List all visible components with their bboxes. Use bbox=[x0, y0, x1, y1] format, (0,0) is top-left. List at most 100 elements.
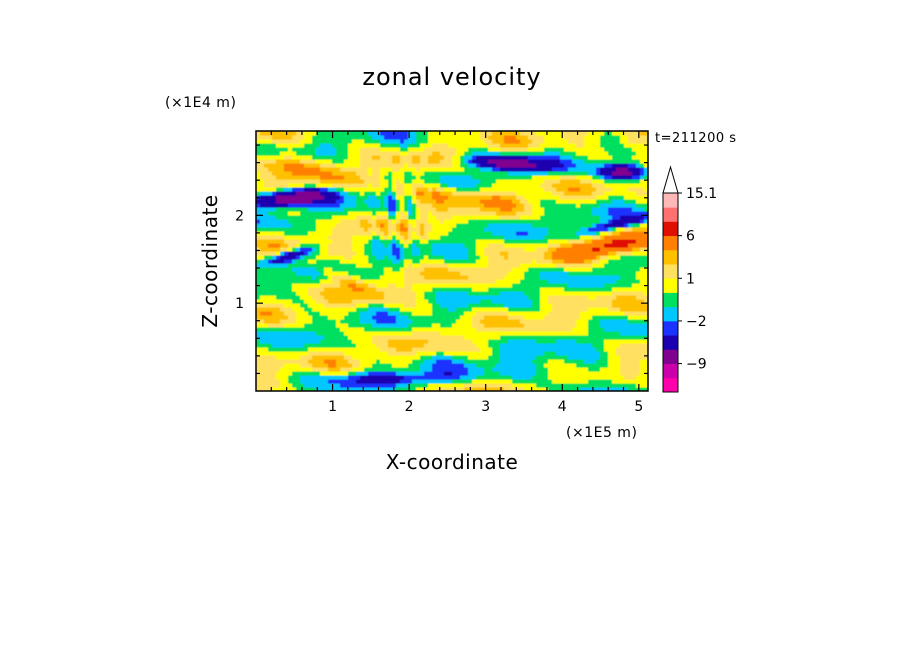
field-cell bbox=[540, 295, 549, 300]
field-cell bbox=[488, 223, 533, 228]
field-cell bbox=[256, 347, 269, 352]
field-cell bbox=[268, 243, 281, 248]
field-cell bbox=[488, 339, 509, 344]
field-cell bbox=[340, 283, 349, 288]
field-cell bbox=[632, 223, 641, 228]
field-cell bbox=[592, 235, 601, 240]
field-cell bbox=[324, 335, 349, 340]
field-cell bbox=[536, 355, 569, 360]
field-cell bbox=[640, 363, 648, 368]
field-cell bbox=[384, 175, 393, 180]
field-cell bbox=[300, 139, 313, 144]
colorbar-label: 6 bbox=[686, 229, 695, 245]
field-cell bbox=[416, 223, 421, 228]
field-cell bbox=[420, 247, 433, 252]
field-cell bbox=[432, 303, 441, 308]
field-cell bbox=[636, 199, 648, 204]
field-cell bbox=[452, 155, 461, 160]
field-cell bbox=[344, 175, 361, 180]
field-cell bbox=[540, 299, 549, 304]
field-cell bbox=[368, 307, 389, 312]
field-cell bbox=[432, 195, 449, 200]
field-cell bbox=[624, 199, 637, 204]
field-cell bbox=[300, 159, 317, 164]
field-cell bbox=[384, 199, 389, 204]
field-cell bbox=[308, 287, 325, 292]
field-cell bbox=[256, 179, 265, 184]
field-cell bbox=[392, 183, 397, 188]
field-cell bbox=[276, 159, 301, 164]
field-cell bbox=[264, 179, 321, 184]
field-cell bbox=[608, 259, 648, 264]
field-cell bbox=[448, 307, 457, 312]
field-cell bbox=[308, 303, 325, 308]
field-cell bbox=[388, 207, 397, 212]
field-cell bbox=[604, 327, 648, 332]
field-cell bbox=[476, 327, 573, 332]
field-cell bbox=[596, 223, 605, 228]
field-cell bbox=[408, 199, 413, 204]
field-cell bbox=[564, 147, 605, 152]
field-cell bbox=[400, 311, 413, 316]
field-cell bbox=[256, 351, 309, 356]
field-cell bbox=[296, 255, 301, 260]
field-cell bbox=[440, 179, 481, 184]
field-cell bbox=[376, 359, 381, 364]
field-cell bbox=[564, 163, 577, 168]
field-cell bbox=[332, 231, 373, 236]
field-cell bbox=[596, 171, 601, 176]
field-cell bbox=[300, 211, 349, 216]
field-cell bbox=[288, 243, 297, 248]
field-cell bbox=[400, 235, 405, 240]
field-cell bbox=[284, 239, 301, 244]
field-cell bbox=[356, 215, 373, 220]
field-cell bbox=[420, 143, 433, 148]
field-cell bbox=[352, 355, 421, 360]
field-cell bbox=[464, 359, 501, 364]
field-cell bbox=[540, 303, 553, 308]
field-cell bbox=[476, 155, 529, 160]
field-cell bbox=[624, 143, 648, 148]
field-cell bbox=[372, 231, 377, 236]
field-cell bbox=[632, 207, 645, 212]
field-cell bbox=[420, 207, 437, 212]
field-cell bbox=[524, 323, 577, 328]
field-cell bbox=[256, 187, 277, 192]
field-cell bbox=[536, 131, 565, 136]
field-cell bbox=[616, 347, 648, 352]
field-cell bbox=[368, 171, 373, 176]
field-cell bbox=[348, 151, 361, 156]
field-cell bbox=[256, 251, 277, 256]
field-cell bbox=[524, 203, 533, 208]
field-cell bbox=[312, 307, 357, 312]
field-cell bbox=[428, 135, 481, 140]
field-cell bbox=[356, 195, 369, 200]
field-cell bbox=[636, 295, 648, 300]
field-cell bbox=[600, 219, 609, 224]
field-cell bbox=[600, 171, 613, 176]
field-cell bbox=[640, 179, 648, 184]
field-cell bbox=[388, 219, 393, 224]
field-cell bbox=[520, 279, 549, 284]
field-cell bbox=[604, 179, 641, 184]
field-cell bbox=[504, 135, 517, 140]
field-cell bbox=[284, 163, 305, 168]
field-cell bbox=[328, 299, 353, 304]
field-cell bbox=[500, 151, 545, 156]
field-cell bbox=[284, 187, 293, 192]
field-cell bbox=[524, 275, 541, 280]
field-cell bbox=[452, 359, 465, 364]
field-cell bbox=[340, 383, 397, 388]
field-cell bbox=[320, 175, 345, 180]
field-cell bbox=[396, 255, 401, 260]
field-cell bbox=[400, 167, 417, 172]
field-cell bbox=[528, 267, 565, 272]
field-cell bbox=[380, 347, 397, 352]
field-cell bbox=[332, 275, 353, 280]
field-cell bbox=[496, 163, 537, 168]
field-cell bbox=[260, 311, 273, 316]
field-cell bbox=[528, 159, 561, 164]
field-cell bbox=[424, 227, 433, 232]
field-cell bbox=[396, 383, 409, 388]
field-cell bbox=[372, 215, 377, 220]
